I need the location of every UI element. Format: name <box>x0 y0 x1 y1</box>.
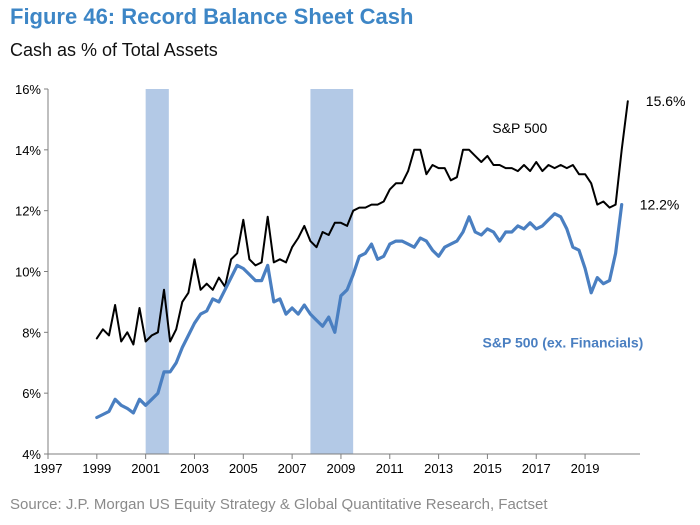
recession-bands <box>145 89 354 454</box>
series-label-sp500: S&P 500 <box>492 120 547 136</box>
chart-subtitle: Cash as % of Total Assets <box>10 40 218 60</box>
series-line-sp500 <box>95 100 629 346</box>
y-tick-label: 16% <box>15 82 41 97</box>
x-tick-label: 2015 <box>473 461 502 476</box>
end-value-label-sp500-ex-financials: 12.2% <box>640 197 680 213</box>
x-tick-label: 1997 <box>34 461 63 476</box>
y-tick-label: 4% <box>22 447 41 462</box>
end-value-label-sp500: 15.6% <box>646 93 686 109</box>
series-label-sp500-ex-financials: S&P 500 (ex. Financials) <box>483 335 644 351</box>
x-tick-label: 2009 <box>326 461 355 476</box>
series-lines <box>95 100 629 420</box>
x-tick-label: 2005 <box>229 461 258 476</box>
y-tick-label: 6% <box>22 386 41 401</box>
x-tick-label: 2003 <box>180 461 209 476</box>
x-tick-label: 2017 <box>522 461 551 476</box>
y-tick-label: 10% <box>15 265 41 280</box>
series-labels: S&P 500 S&P 500 (ex. Financials) 15.6% 1… <box>483 93 686 350</box>
y-tick-label: 12% <box>15 204 41 219</box>
x-tick-label: 2011 <box>376 461 404 476</box>
y-tick-label: 8% <box>22 325 41 340</box>
x-tick-label: 2001 <box>131 461 160 476</box>
recession-band-2 <box>310 89 354 454</box>
chart-title: Figure 46: Record Balance Sheet Cash <box>10 4 414 29</box>
chart-axes: 4% 6% 8% 10% 12% 14% 16% 1997 1999 2001 2003 2005 20… <box>15 82 640 476</box>
x-tick-label: 2007 <box>278 461 307 476</box>
series-line-sp500-ex-financials <box>95 203 624 420</box>
source-note: Source: J.P. Morgan US Equity Strategy &… <box>10 496 548 513</box>
x-tick-label: 1999 <box>82 461 111 476</box>
recession-band-1 <box>145 89 169 454</box>
x-tick-label: 2013 <box>424 461 453 476</box>
y-tick-label: 14% <box>15 143 41 158</box>
x-tick-label: 2019 <box>571 461 600 476</box>
